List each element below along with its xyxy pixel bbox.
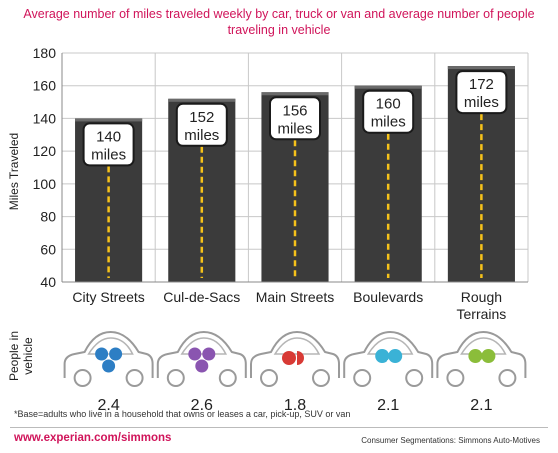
value-label-number: 160: [376, 96, 401, 113]
value-label-box: [455, 70, 508, 115]
car-icon: [343, 331, 434, 387]
bar-top-edge: [168, 98, 236, 102]
person-dot: [282, 351, 296, 365]
car-wheel: [73, 369, 92, 387]
people-axis-label: vehicle: [21, 337, 35, 375]
people-value: 2.4: [97, 397, 119, 414]
car-icon: [63, 331, 154, 387]
value-label-box: [82, 122, 135, 167]
car-wheel: [218, 369, 237, 387]
people-axis-label: People in: [7, 331, 21, 381]
car-body: [63, 331, 154, 378]
people-value: 2.6: [191, 397, 213, 414]
value-label-number: 152: [189, 109, 214, 126]
x-tick-label: Terrains: [457, 306, 507, 322]
bar-top-edge: [354, 85, 422, 89]
value-label-box: [175, 102, 228, 147]
y-tick-label: 160: [33, 78, 57, 94]
car-window: [366, 337, 414, 355]
x-tick-label: City Streets: [72, 289, 144, 305]
car-wheel: [125, 369, 144, 387]
person-dot-partial: [297, 351, 304, 365]
car-wheel: [405, 369, 424, 387]
car-window: [273, 337, 321, 355]
person-dot: [195, 359, 209, 373]
bar-top-edge: [75, 118, 143, 122]
car-wheel: [446, 369, 465, 387]
y-axis-label: Miles Traveled: [7, 133, 21, 210]
person-dot: [481, 349, 496, 363]
y-tick-label: 180: [33, 45, 57, 61]
y-tick-label: 80: [40, 209, 56, 225]
value-label-number: 156: [282, 102, 307, 119]
car-wheel: [166, 369, 185, 387]
footer-divider: [10, 427, 548, 428]
footnote: *Base=adults who live in a household tha…: [14, 409, 351, 419]
car-wheel: [353, 369, 372, 387]
person-dot: [375, 349, 390, 363]
bar-top-edge: [261, 92, 329, 96]
bar-top-edge: [447, 66, 515, 70]
car-window: [87, 337, 134, 355]
value-label-unit: miles: [91, 146, 126, 163]
source-credit: Consumer Segmentations: Simmons Auto-Mot…: [361, 436, 540, 445]
people-value: 2.1: [470, 397, 492, 414]
person-dot: [468, 349, 483, 363]
y-tick-label: 120: [33, 143, 57, 159]
car-wheel: [312, 369, 330, 387]
car-body: [156, 331, 247, 378]
people-value: 1.8: [284, 397, 306, 414]
person-dot: [109, 347, 123, 361]
car-wheel: [498, 369, 517, 387]
x-tick-label: Main Streets: [256, 289, 335, 305]
value-label-number: 140: [96, 128, 121, 145]
person-dot: [102, 359, 116, 373]
website-link[interactable]: www.experian.com/simmons: [14, 432, 172, 444]
people-value: 2.1: [377, 397, 399, 414]
y-tick-label: 40: [40, 274, 56, 290]
value-label-box: [362, 89, 415, 134]
car-icon: [250, 331, 340, 387]
person-dot: [388, 349, 403, 363]
car-icon: [436, 331, 527, 387]
car-window: [460, 337, 507, 355]
person-dot: [188, 347, 202, 361]
car-wheel: [260, 369, 278, 387]
car-window: [180, 337, 228, 355]
x-tick-label: Boulevards: [353, 289, 423, 305]
chart-title: Average number of miles traveled weekly …: [23, 7, 535, 37]
value-label-unit: miles: [184, 127, 219, 144]
person-divider: [480, 360, 483, 372]
y-axis: 40 60 80 100 120 140 160 180 Miles Traveled: [7, 45, 63, 290]
value-label-unit: miles: [277, 120, 312, 137]
person-dot: [202, 347, 216, 361]
car-icon: [156, 331, 247, 387]
value-label-number: 172: [469, 76, 494, 93]
y-tick-label: 60: [40, 241, 56, 257]
x-axis: City Streets Cul-de-Sacs Main Streets Boule…: [62, 281, 528, 322]
x-tick-label: Cul-de-Sacs: [163, 289, 240, 305]
y-tick-label: 100: [33, 176, 57, 192]
y-tick-label: 140: [33, 110, 57, 126]
value-label-box: [269, 96, 321, 141]
value-label-unit: miles: [464, 94, 499, 111]
x-tick-label: Rough: [461, 289, 502, 305]
person-dot: [95, 347, 109, 361]
value-label-unit: miles: [371, 114, 406, 131]
people-in-vehicle-row: People in vehicle 2.4 2.6 1.8 2.1 2.1: [7, 331, 527, 414]
person-divider: [387, 360, 390, 372]
